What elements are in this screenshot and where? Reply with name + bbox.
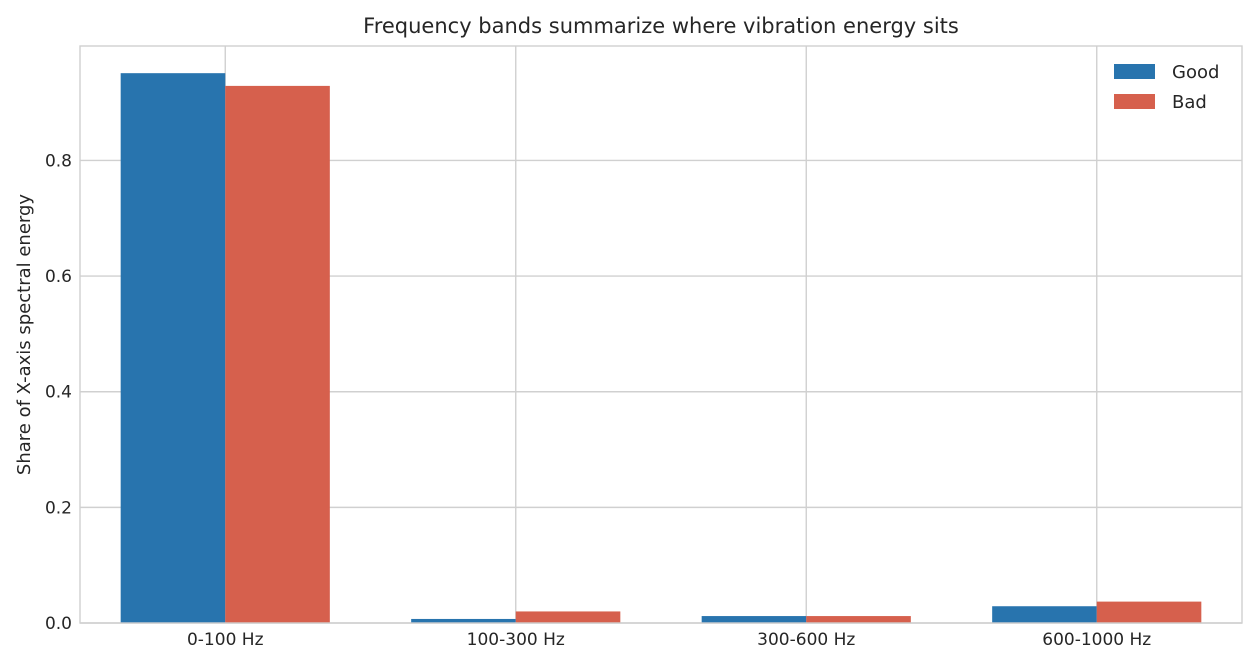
bar-bad-4 — [1096, 601, 1202, 623]
y-tick-label: 0.8 — [45, 151, 72, 171]
y-tick-label: 0.6 — [45, 267, 72, 287]
bar-bad-3 — [806, 616, 911, 623]
y-tick-label: 0.4 — [45, 383, 72, 403]
bar-good-2 — [411, 618, 516, 623]
y-tick-label: 0.2 — [45, 498, 72, 518]
legend-label-good: Good — [1172, 62, 1219, 83]
legend: Good Bad — [1114, 62, 1219, 113]
legend-label-bad: Bad — [1172, 92, 1207, 113]
y-axis-label: Share of X-axis spectral energy — [14, 194, 35, 476]
chart-title: Frequency bands summarize where vibratio… — [363, 14, 959, 38]
x-tick-label: 300-600 Hz — [757, 630, 855, 650]
legend-swatch-good — [1114, 64, 1155, 79]
bar-good-4 — [992, 606, 1097, 623]
bar-bad-1 — [225, 85, 330, 624]
bar-bad-2 — [515, 611, 621, 623]
bar-good-3 — [701, 616, 807, 623]
x-tick-label: 0-100 Hz — [187, 630, 264, 650]
legend-swatch-bad — [1114, 94, 1155, 109]
plot-frame — [79, 45, 1243, 624]
x-tick-label: 100-300 Hz — [467, 630, 565, 650]
y-tick-labels: 0.0 0.2 0.4 0.6 0.8 — [45, 151, 72, 634]
bar-good-1 — [120, 73, 226, 624]
bars — [120, 73, 1202, 624]
y-tick-label: 0.0 — [45, 614, 72, 634]
x-tick-labels: 0-100 Hz 100-300 Hz 300-600 Hz 600-1000 Hz — [187, 630, 1151, 650]
x-tick-label: 600-1000 Hz — [1042, 630, 1151, 650]
